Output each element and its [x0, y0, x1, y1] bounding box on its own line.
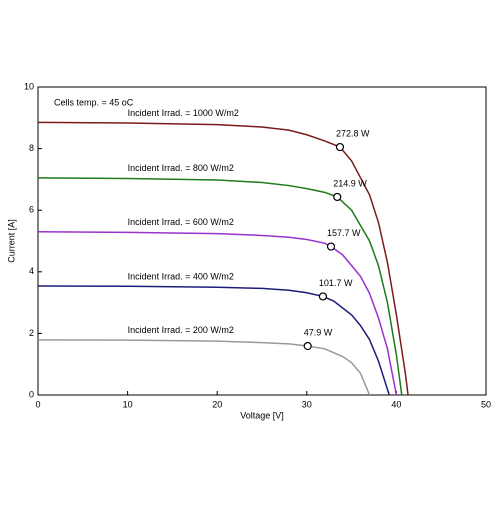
iv-curve	[37, 231, 398, 396]
mpp-label: 101.7 W	[319, 278, 353, 288]
curve-label: Incident Irrad. = 200 W/m2	[128, 325, 234, 335]
mpp-label: 214.9 W	[333, 178, 367, 188]
y-tick-label: 4	[29, 266, 34, 276]
mpp-marker	[335, 142, 345, 152]
curve-label: Incident Irrad. = 1000 W/m2	[128, 108, 239, 118]
mpp-marker	[333, 192, 342, 202]
y-tick-label: 0	[29, 389, 34, 399]
y-tick-label: 8	[29, 143, 34, 153]
x-axis-label: Voltage [V]	[240, 410, 284, 420]
mpp-marker	[318, 292, 328, 301]
x-tick-label: 20	[212, 399, 222, 409]
x-tick-label: 30	[302, 399, 312, 409]
mpp-label: 157.7 W	[327, 228, 361, 238]
x-tick-label: 10	[123, 399, 133, 409]
x-tick-label: 50	[481, 399, 491, 409]
y-tick-label: 6	[29, 205, 34, 215]
y-tick-label: 10	[24, 81, 34, 91]
curve-label: Incident Irrad. = 800 W/m2	[128, 163, 234, 173]
x-tick-label: 0	[35, 399, 40, 409]
mpp-marker	[326, 242, 336, 251]
plot-frame	[37, 86, 487, 396]
y-axis-label: Current [A]	[6, 219, 16, 263]
y-tick-label: 2	[29, 328, 34, 338]
x-tick-label: 40	[391, 399, 401, 409]
annotation: Cells temp. = 45 oC	[54, 97, 134, 107]
curve-label: Incident Irrad. = 600 W/m2	[128, 217, 234, 227]
mpp-marker	[303, 341, 312, 351]
iv-curve	[37, 339, 371, 396]
curve-label: Incident Irrad. = 400 W/m2	[128, 271, 234, 281]
mpp-label: 272.8 W	[336, 128, 370, 138]
mpp-label: 47.9 W	[304, 327, 333, 337]
iv-curve	[37, 177, 403, 396]
